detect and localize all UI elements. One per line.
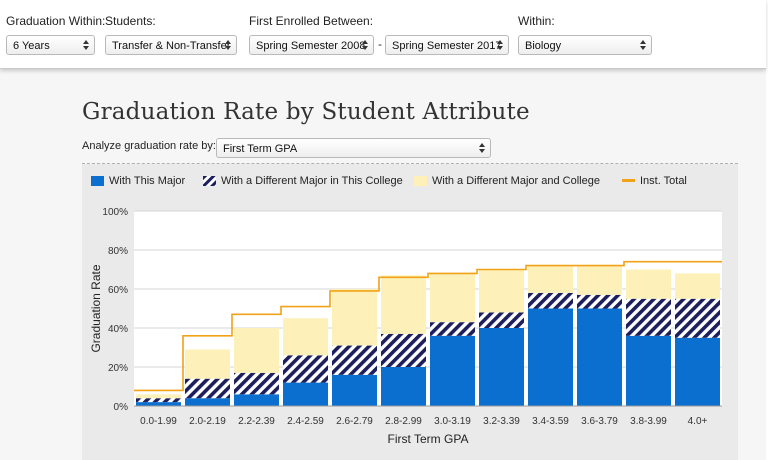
page-title: Graduation Rate by Student Attribute xyxy=(82,99,530,125)
bar-different-major-college xyxy=(381,333,426,367)
graduation-within-label: Graduation Within: xyxy=(6,14,106,28)
inst-total-line xyxy=(134,260,722,392)
select-arrows-icon xyxy=(83,39,90,51)
bar-different-major-college xyxy=(136,398,181,403)
bar-with-this-major xyxy=(136,402,181,406)
x-tick-label: 2.8-2.99 xyxy=(385,416,422,427)
date-range-separator: - xyxy=(378,37,382,51)
filter-bar: Graduation Within: 6 Years Students: Tra… xyxy=(0,0,766,69)
y-tick-label: 100% xyxy=(102,207,128,218)
bar-different-major-and-college xyxy=(675,273,720,299)
x-tick-label: 2.0-2.19 xyxy=(189,416,226,427)
bar-with-this-major xyxy=(283,382,328,406)
bar-different-major-and-college xyxy=(479,269,524,313)
analyze-label: Analyze graduation rate by: xyxy=(82,140,216,152)
legend-swatch-different-major-and-college xyxy=(414,176,427,186)
first-enrolled-to-value: Spring Semester 2017 xyxy=(392,40,502,52)
select-arrows-icon xyxy=(362,39,369,51)
x-tick-label: 2.4-2.59 xyxy=(287,416,324,427)
bar-with-this-major xyxy=(381,367,426,406)
x-tick-label: 3.0-3.19 xyxy=(434,416,471,427)
bar-different-major-and-college xyxy=(528,265,573,293)
analyze-value: First Term GPA xyxy=(223,143,298,155)
bar-different-major-and-college xyxy=(332,289,377,346)
bar-different-major-and-college xyxy=(234,328,279,373)
bar-with-this-major xyxy=(577,308,622,406)
x-tick-label: 2.2-2.39 xyxy=(238,416,275,427)
x-tick-label: 3.2-3.39 xyxy=(483,416,520,427)
divider xyxy=(82,163,738,164)
bar-different-major-and-college xyxy=(283,318,328,356)
y-axis-title: Graduation Rate xyxy=(89,264,103,352)
bar-with-this-major xyxy=(675,337,720,406)
bar-different-major-and-college xyxy=(626,269,671,299)
x-tick-label: 3.6-3.79 xyxy=(581,416,618,427)
bar-different-major-college xyxy=(234,372,279,395)
x-axis-title: First Term GPA xyxy=(388,432,469,446)
bar-different-major-college xyxy=(675,298,720,338)
legend-label-inst-total: Inst. Total xyxy=(640,175,687,187)
x-tick-label: 0.0-1.99 xyxy=(140,416,177,427)
select-arrows-icon xyxy=(497,39,504,51)
bar-different-major-college xyxy=(479,312,524,328)
within-label: Within: xyxy=(518,14,555,28)
bar-different-major-college xyxy=(332,345,377,375)
plot-background xyxy=(134,211,722,406)
x-tick-label: 3.4-3.59 xyxy=(532,416,569,427)
bar-different-major-and-college xyxy=(381,275,426,334)
within-value: Biology xyxy=(525,40,562,52)
students-label: Students: xyxy=(105,14,156,28)
first-enrolled-to-select[interactable]: Spring Semester 2017 xyxy=(385,35,509,55)
y-tick-label: 20% xyxy=(108,363,128,374)
bar-with-this-major xyxy=(234,394,279,406)
select-arrows-icon xyxy=(479,142,486,154)
x-tick-label: 3.8-3.99 xyxy=(630,416,667,427)
bar-different-major-and-college xyxy=(430,273,475,323)
bar-with-this-major xyxy=(479,328,524,406)
students-select[interactable]: Transfer & Non-Transfer xyxy=(105,35,237,55)
bar-with-this-major xyxy=(528,308,573,406)
select-arrows-icon xyxy=(225,39,232,51)
select-arrows-icon xyxy=(640,39,647,51)
y-tick-label: 80% xyxy=(108,246,128,257)
bar-with-this-major xyxy=(430,335,475,406)
bar-different-major-and-college xyxy=(136,394,181,399)
x-tick-label: 4.0+ xyxy=(688,416,708,427)
bar-with-this-major xyxy=(332,374,377,406)
x-tick-label: 2.6-2.79 xyxy=(336,416,373,427)
first-enrolled-from-value: Spring Semester 2008 xyxy=(256,40,366,52)
first-enrolled-label: First Enrolled Between: xyxy=(249,14,374,28)
bar-different-major-and-college xyxy=(577,265,622,295)
bar-different-major-college xyxy=(430,322,475,336)
graduation-within-value: 6 Years xyxy=(13,40,50,52)
bar-with-this-major xyxy=(185,398,230,406)
legend-swatch-different-major-college xyxy=(203,176,216,186)
first-enrolled-from-select[interactable]: Spring Semester 2008 xyxy=(249,35,374,55)
students-value: Transfer & Non-Transfer xyxy=(112,40,231,52)
graduation-within-select[interactable]: 6 Years xyxy=(6,35,95,55)
bar-different-major-and-college xyxy=(185,349,230,379)
bar-different-major-college xyxy=(283,355,328,383)
legend-swatch-inst-total xyxy=(622,179,635,182)
bar-different-major-college xyxy=(185,378,230,399)
analyze-select[interactable]: First Term GPA xyxy=(216,138,491,158)
y-tick-label: 40% xyxy=(108,324,128,335)
legend-swatch-this-major xyxy=(91,176,104,186)
within-select[interactable]: Biology xyxy=(518,35,652,55)
bar-different-major-college xyxy=(528,292,573,309)
legend-label-different-major-and-college: With a Different Major and College xyxy=(432,175,600,187)
bar-different-major-college xyxy=(626,298,671,336)
legend-label-this-major: With This Major xyxy=(109,175,186,187)
bar-different-major-college xyxy=(577,294,622,309)
y-tick-label: 0% xyxy=(114,402,129,413)
bar-with-this-major xyxy=(626,335,671,406)
y-tick-label: 60% xyxy=(108,285,128,296)
legend-label-different-major-college: With a Different Major in This College xyxy=(221,175,403,187)
